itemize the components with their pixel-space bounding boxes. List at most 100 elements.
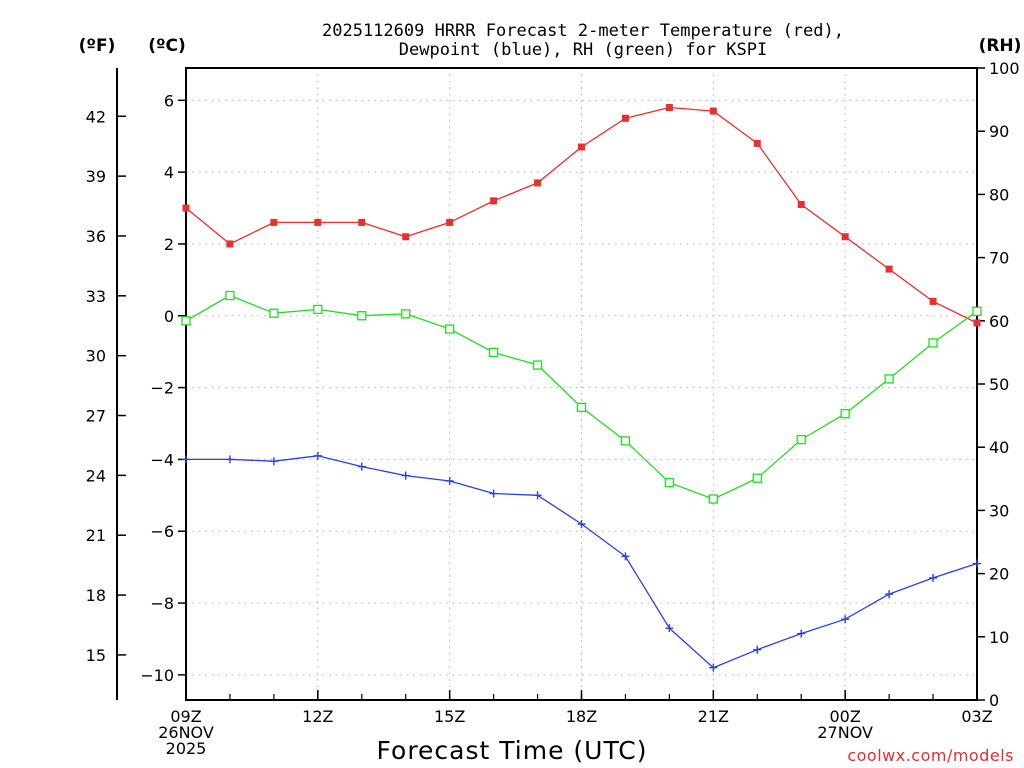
- point-rh-6: [445, 324, 455, 334]
- point-2-meter-temperature-3: [314, 218, 322, 226]
- point-dewpoint-5: [401, 471, 410, 480]
- point-dewpoint-15: [841, 615, 850, 624]
- point-dewpoint-2: [269, 457, 278, 466]
- point-rh-18: [972, 306, 982, 316]
- celsius-tick-label-3: 0: [164, 307, 174, 326]
- point-2-meter-temperature-0: [182, 204, 190, 212]
- rh-tick-label-5: 50: [989, 375, 1009, 394]
- x-axis-title: Forecast Time (UTC): [377, 736, 648, 765]
- point-dewpoint-11: [665, 624, 674, 633]
- point-dewpoint-3: [313, 451, 322, 460]
- point-2-meter-temperature-4: [358, 218, 366, 226]
- point-dewpoint-1: [225, 455, 234, 464]
- celsius-tick-label-5: −4: [150, 450, 174, 469]
- point-rh-5: [401, 309, 411, 319]
- point-dewpoint-17: [929, 573, 938, 582]
- point-rh-0: [181, 316, 191, 326]
- fahrenheit-tick-label-8: 18: [86, 586, 106, 605]
- celsius-tick-label-6: −6: [150, 522, 174, 541]
- point-rh-7: [488, 347, 499, 358]
- point-rh-4: [357, 311, 367, 321]
- point-2-meter-temperature-18: [973, 319, 981, 327]
- time-tick-label-5-1: 27NOV: [817, 723, 873, 742]
- rh-tick-label-4: 60: [989, 312, 1009, 331]
- point-2-meter-temperature-6: [446, 218, 454, 226]
- point-rh-10: [620, 436, 631, 446]
- point-2-meter-temperature-12: [709, 107, 717, 115]
- chart-title-line-1: 2025112609 HRRR Forecast 2-meter Tempera…: [322, 21, 844, 41]
- time-tick-label-2-0: 15Z: [434, 707, 465, 726]
- rh-tick-label-9: 10: [989, 628, 1009, 647]
- rh-tick-label-0: 100: [989, 59, 1020, 78]
- rh-tick-label-1: 90: [989, 122, 1009, 141]
- series-rh: [181, 290, 982, 504]
- point-rh-8: [532, 360, 543, 370]
- rh-axis-unit: (RH): [979, 36, 1022, 56]
- fahrenheit-tick-label-2: 36: [86, 227, 106, 246]
- point-2-meter-temperature-7: [490, 197, 498, 205]
- fahrenheit-tick-label-9: 15: [86, 646, 106, 665]
- point-2-meter-temperature-8: [534, 179, 542, 187]
- rh-tick-label-2: 80: [989, 185, 1009, 204]
- point-2-meter-temperature-14: [797, 200, 805, 208]
- celsius-tick-label-1: 4: [164, 163, 174, 182]
- point-rh-16: [884, 374, 894, 384]
- celsius-tick-label-8: −10: [140, 666, 174, 685]
- point-rh-9: [576, 402, 587, 413]
- time-tick-label-3-0: 18Z: [566, 707, 597, 726]
- celsius-tick-label-7: −8: [150, 594, 174, 613]
- point-rh-1: [225, 290, 235, 301]
- point-rh-14: [796, 434, 806, 445]
- time-tick-label-6-0: 03Z: [961, 707, 992, 726]
- point-dewpoint-9: [577, 520, 586, 529]
- time-tick-label-0-1: 26NOV: [158, 723, 214, 742]
- point-dewpoint-16: [885, 590, 894, 599]
- fahrenheit-tick-label-6: 24: [86, 466, 106, 485]
- point-rh-13: [752, 473, 762, 483]
- fahrenheit-tick-label-4: 30: [86, 347, 106, 366]
- rh-tick-label-10: 0: [989, 691, 999, 710]
- point-rh-11: [664, 477, 675, 488]
- point-dewpoint-8: [533, 491, 542, 500]
- fahrenheit-tick-label-5: 27: [86, 407, 106, 426]
- series-line-rh: [185, 294, 978, 500]
- grid-lines: [186, 68, 977, 700]
- series-layer: [181, 104, 982, 672]
- chart-title-line-2: Dewpoint (blue), RH (green) for KSPI: [399, 40, 767, 60]
- point-dewpoint-0: [182, 455, 190, 464]
- time-tick-label-0-2: 2025: [166, 739, 207, 758]
- fahrenheit-tick-label-0: 42: [86, 107, 106, 126]
- celsius-axis: 6 4 2 0 −2 −4 −6 −8 −10: [140, 91, 186, 685]
- rh-tick-label-3: 70: [989, 249, 1009, 268]
- point-2-meter-temperature-5: [402, 233, 410, 241]
- point-2-meter-temperature-16: [885, 265, 893, 273]
- series-line-dewpoint: [186, 455, 978, 669]
- point-rh-2: [269, 308, 279, 318]
- point-2-meter-temperature-17: [929, 297, 937, 305]
- point-rh-17: [928, 338, 938, 348]
- plot-frame: [185, 67, 978, 701]
- point-2-meter-temperature-15: [841, 233, 849, 241]
- fahrenheit-axis: 42 39 36 33 30 27 24 21 18 15: [86, 107, 126, 665]
- fahrenheit-tick-label-1: 39: [86, 167, 106, 186]
- time-tick-label-0-0: 09Z: [170, 707, 201, 726]
- point-dewpoint-13: [753, 645, 762, 654]
- point-dewpoint-4: [357, 462, 366, 471]
- point-dewpoint-7: [489, 489, 498, 498]
- point-dewpoint-6: [445, 476, 454, 485]
- rh-tick-label-7: 30: [989, 501, 1009, 520]
- fahrenheit-tick-label-3: 33: [86, 287, 106, 306]
- fahrenheit-axis-unit: (ºF): [79, 36, 116, 56]
- point-dewpoint-14: [797, 629, 806, 638]
- rh-tick-label-8: 20: [989, 565, 1009, 584]
- point-2-meter-temperature-11: [665, 104, 673, 111]
- point-2-meter-temperature-10: [621, 114, 629, 122]
- series-dewpoint: [182, 451, 981, 672]
- celsius-axis-unit: (ºC): [148, 36, 186, 56]
- celsius-tick-label-2: 2: [164, 235, 174, 254]
- time-tick-label-1-0: 12Z: [302, 707, 333, 726]
- series-2-meter-temperature: [182, 104, 981, 327]
